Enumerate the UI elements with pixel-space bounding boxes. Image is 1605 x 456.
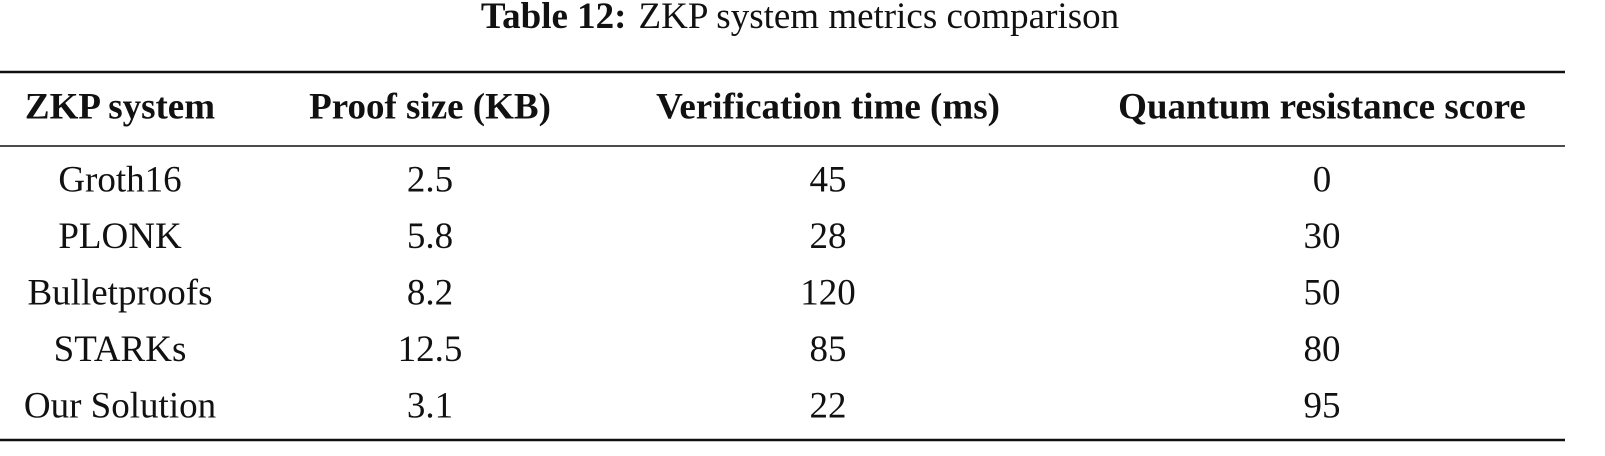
table-cell: 85 [810, 329, 847, 370]
table-cell: 3.1 [407, 385, 453, 426]
table-cell: Groth16 [58, 159, 181, 200]
table-cell: 8.2 [407, 272, 453, 313]
table-cell: PLONK [58, 216, 182, 257]
table-cell: 22 [810, 385, 847, 426]
table-cell: 45 [810, 159, 847, 200]
caption: Table 12: ZKP system metrics comparison [481, 0, 1119, 37]
header-cell: Verification time (ms) [656, 86, 1000, 127]
table-cell: 28 [810, 216, 847, 257]
table-cell: 5.8 [407, 216, 453, 257]
header-cell: Quantum resistance score [1118, 86, 1526, 127]
caption-label: Table 12: [481, 0, 627, 37]
header-cell: ZKP system [25, 86, 215, 127]
table-cell: 30 [1304, 216, 1341, 257]
table-cell: 120 [800, 272, 856, 313]
table-cell: 80 [1304, 329, 1341, 370]
table-cell: 95 [1304, 385, 1341, 426]
table-cell: Bulletproofs [28, 272, 213, 313]
table-cell: STARKs [54, 329, 187, 370]
caption-text: ZKP system metrics comparison [639, 0, 1120, 37]
table-cell: Our Solution [24, 385, 216, 426]
table-cell: 50 [1304, 272, 1341, 313]
table-cell: 12.5 [398, 329, 463, 370]
header-cell: Proof size (KB) [309, 86, 551, 127]
table-cell: 2.5 [407, 159, 453, 200]
table-cell: 0 [1313, 159, 1332, 200]
